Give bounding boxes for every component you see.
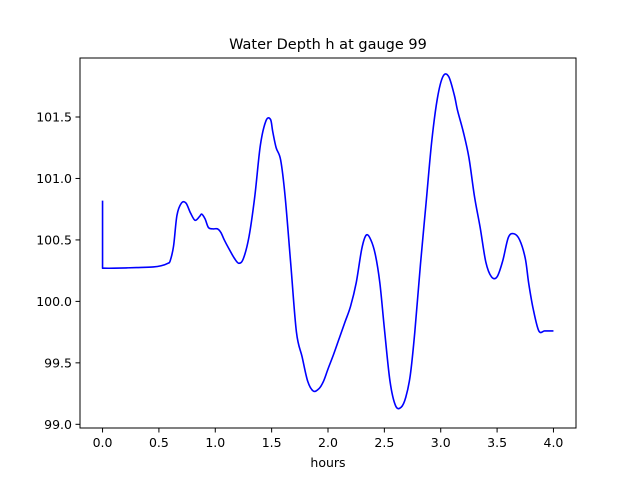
y-tick-label: 100.5 [36, 232, 72, 247]
y-tick-label: 101.5 [36, 110, 72, 125]
chart-title: Water Depth h at gauge 99 [229, 37, 427, 53]
x-tick-label: 1.0 [205, 435, 225, 450]
x-tick-label: 0.5 [149, 435, 169, 450]
x-tick-label: 2.0 [318, 435, 338, 450]
plot-frame [79, 57, 577, 429]
x-tick-label: 1.5 [262, 435, 282, 450]
water-depth-line [101, 73, 554, 410]
x-tick-label: 0.0 [93, 435, 113, 450]
y-tick-label: 99.0 [44, 417, 72, 432]
x-axis-label: hours [310, 455, 345, 470]
x-tick-label: 3.0 [431, 435, 451, 450]
x-tick-label: 2.5 [374, 435, 394, 450]
plot-layer [101, 73, 554, 410]
y-tick-label: 100.0 [36, 294, 72, 309]
x-tick-label: 3.5 [487, 435, 507, 450]
y-axis-ticks: 99.0 99.5 100.0 100.5 101.0 101.5 [36, 110, 80, 432]
x-axis-ticks: 0.0 0.5 1.0 1.5 2.0 2.5 3.0 3.5 4.0 [93, 428, 564, 450]
x-tick-label: 4.0 [544, 435, 564, 450]
y-tick-label: 99.5 [44, 355, 72, 370]
y-tick-label: 101.0 [36, 171, 72, 186]
